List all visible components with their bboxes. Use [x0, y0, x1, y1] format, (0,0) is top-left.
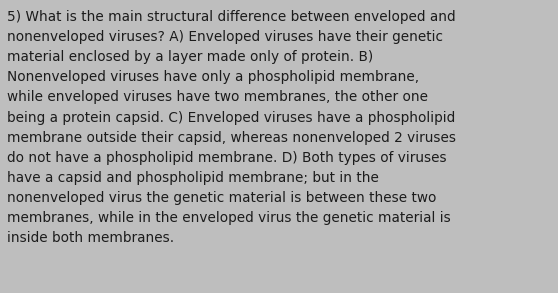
Text: 5) What is the main structural difference between enveloped and
nonenveloped vir: 5) What is the main structural differenc… — [7, 10, 456, 245]
